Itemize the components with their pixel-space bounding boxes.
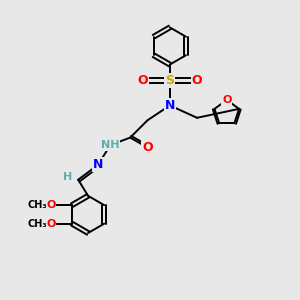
Text: N: N [93,158,103,171]
Text: O: O [46,200,56,210]
Text: S: S [165,74,174,87]
Text: NH: NH [101,140,120,150]
Text: O: O [142,141,153,154]
Text: O: O [46,219,56,229]
Text: O: O [192,74,203,87]
Text: CH₃: CH₃ [28,219,47,229]
Text: N: N [165,99,175,112]
Text: H: H [63,172,72,182]
Text: O: O [137,74,148,87]
Text: CH₃: CH₃ [28,200,47,210]
Text: O: O [222,95,232,105]
